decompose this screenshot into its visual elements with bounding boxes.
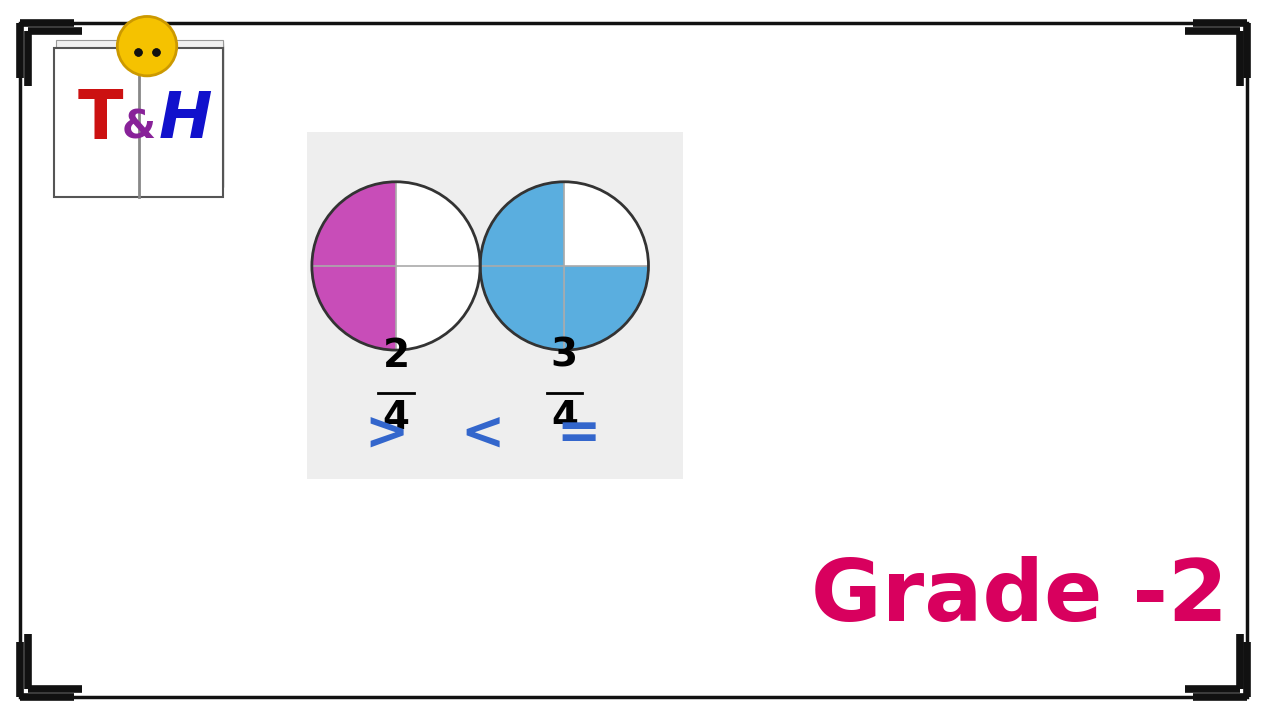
- Wedge shape: [564, 266, 649, 350]
- Text: 2: 2: [383, 337, 410, 375]
- Circle shape: [118, 17, 177, 76]
- Bar: [55, 48, 223, 197]
- Bar: [307, 132, 684, 479]
- Wedge shape: [312, 181, 396, 266]
- Text: Grade -2: Grade -2: [812, 556, 1229, 639]
- Bar: [56, 40, 223, 186]
- Wedge shape: [396, 181, 480, 266]
- Wedge shape: [480, 181, 564, 266]
- Bar: [63, 44, 223, 186]
- Text: >: >: [364, 408, 408, 460]
- Wedge shape: [480, 266, 564, 350]
- Bar: [60, 42, 223, 186]
- Bar: [64, 45, 223, 186]
- Text: <: <: [460, 408, 504, 460]
- Text: 4: 4: [383, 399, 410, 436]
- Text: &: &: [122, 108, 156, 146]
- Text: 4: 4: [550, 399, 577, 436]
- Bar: [59, 41, 223, 186]
- Wedge shape: [564, 181, 649, 266]
- Wedge shape: [396, 266, 480, 350]
- Text: T: T: [77, 87, 123, 153]
- Text: H: H: [159, 89, 212, 151]
- Text: 3: 3: [550, 337, 577, 375]
- Text: =: =: [556, 408, 600, 460]
- Wedge shape: [312, 266, 396, 350]
